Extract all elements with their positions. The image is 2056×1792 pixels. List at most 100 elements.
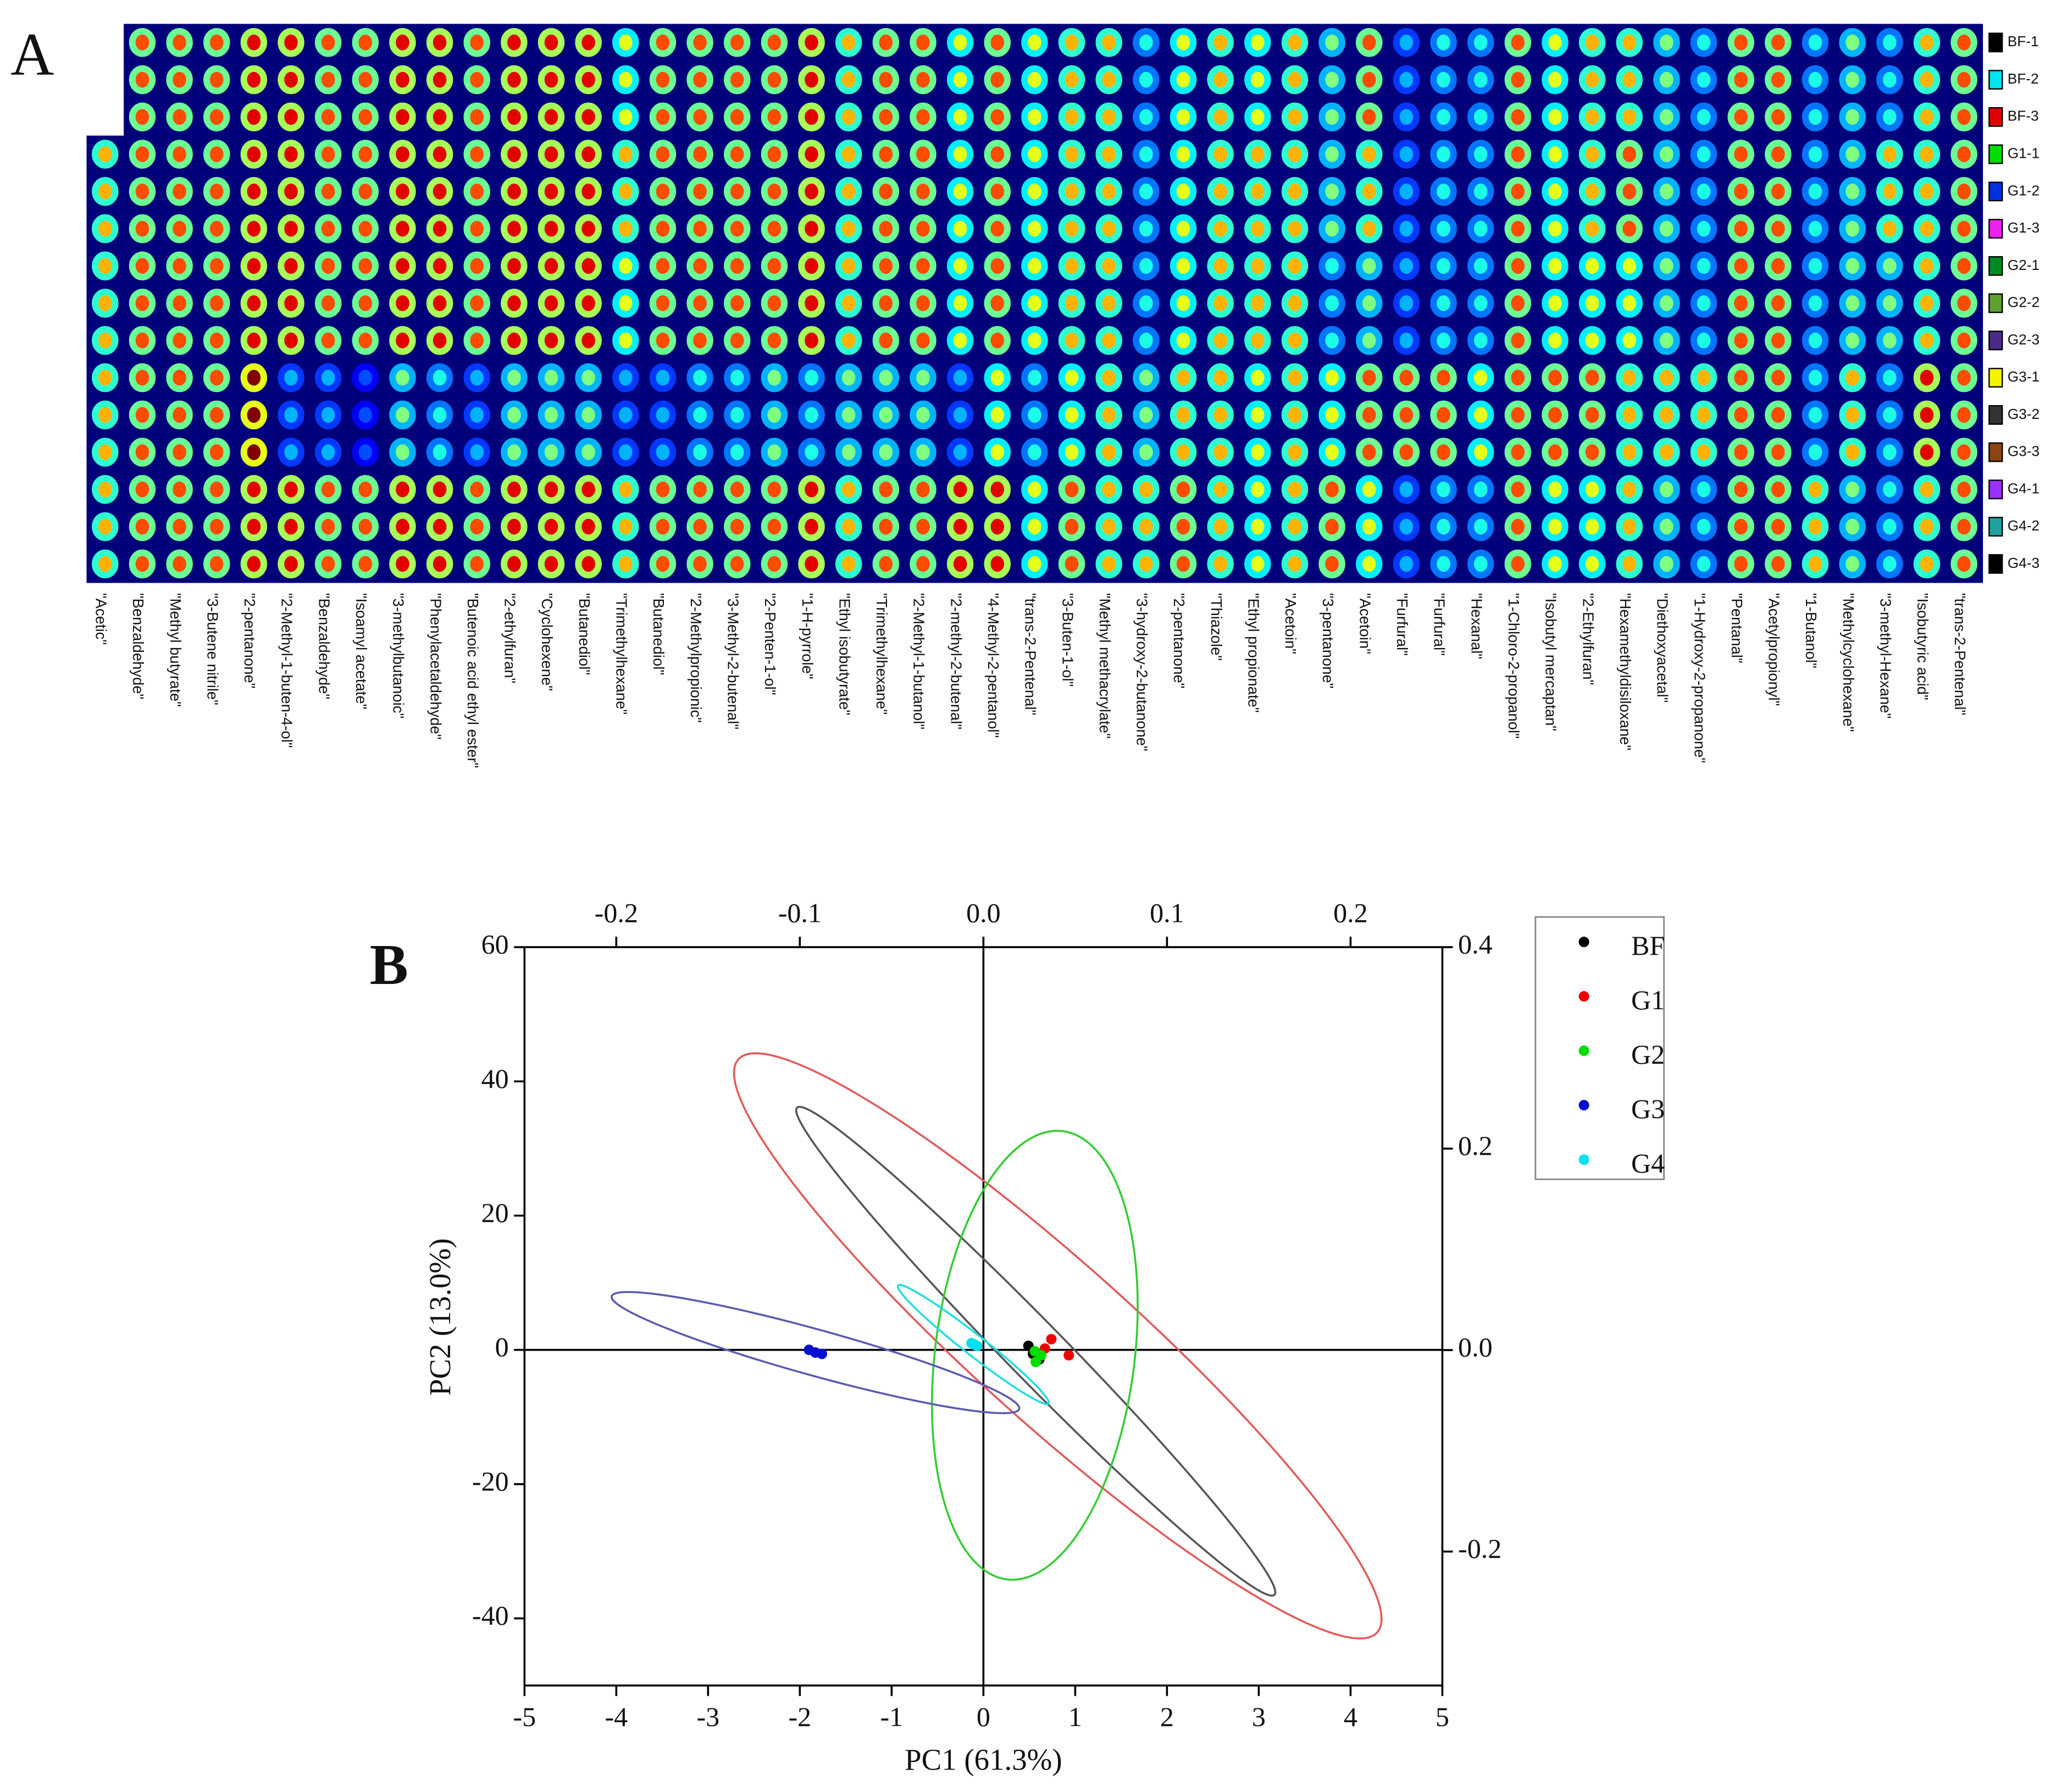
cell-blob — [426, 102, 453, 132]
cell-blob — [166, 65, 193, 95]
cell-blob — [129, 251, 156, 281]
cell-blob — [872, 28, 900, 57]
cell-blob — [1058, 438, 1085, 467]
legend-swatch — [1988, 368, 2003, 388]
cell-blob — [389, 177, 416, 206]
cell-blob — [612, 438, 639, 467]
legend-label: BF-3 — [2008, 108, 2039, 124]
cell-blob — [1690, 512, 1717, 541]
cell-blob — [166, 400, 193, 430]
cell-blob — [910, 28, 936, 57]
cell-blob — [203, 102, 230, 132]
cell-blob — [129, 214, 156, 244]
cell-blob — [872, 65, 900, 95]
cell-blob — [1690, 475, 1717, 504]
legend-box — [1534, 916, 1665, 1180]
legend-swatch — [1988, 293, 2003, 313]
confidence-ellipse — [611, 1291, 1021, 1414]
cell-blob — [1653, 549, 1680, 579]
cell-blob — [1950, 289, 1977, 318]
cell-blob — [129, 549, 156, 579]
cell-blob — [1690, 65, 1717, 95]
cell-blob — [1616, 28, 1643, 57]
x-tick-label: 4 — [1344, 1701, 1357, 1732]
legend-swatch — [1988, 442, 2003, 462]
cell-blob — [1281, 140, 1309, 169]
cell-blob — [203, 326, 230, 355]
cell-blob — [761, 65, 788, 95]
x-tick-label: "Isoamyl acetate" — [353, 593, 370, 710]
cell-blob — [1950, 214, 1977, 244]
cell-blob — [240, 214, 268, 244]
cell-blob — [1207, 251, 1234, 281]
cell-blob — [872, 475, 900, 504]
cell-blob — [1281, 326, 1309, 355]
cell-blob — [1095, 512, 1122, 541]
cell-blob — [501, 475, 528, 504]
cell-blob — [1356, 475, 1383, 504]
cell-blob — [1950, 438, 1977, 467]
x-tick-label: "Isobutyric acid" — [1914, 593, 1931, 700]
legend-swatch — [1988, 256, 2003, 276]
cell-blob — [872, 512, 900, 541]
cell-blob — [1058, 177, 1085, 206]
cell-blob — [910, 102, 936, 132]
cell-blob — [1765, 214, 1792, 244]
cell-blob — [1170, 289, 1197, 318]
cell-blob — [761, 326, 788, 355]
cell-blob — [1095, 65, 1122, 95]
cell-blob — [1950, 549, 1977, 579]
cell-blob — [798, 438, 825, 467]
cell-blob — [612, 400, 639, 430]
x-tick-label: "2-Ethylfuran" — [1580, 593, 1597, 685]
cell-blob — [1393, 140, 1420, 169]
cell-blob — [1021, 65, 1048, 95]
cell-blob — [1318, 65, 1345, 95]
cell-blob — [1393, 28, 1420, 57]
cell-blob — [1133, 289, 1160, 318]
cell-blob — [240, 549, 268, 579]
cell-blob — [1393, 214, 1420, 244]
cell-blob — [426, 140, 453, 169]
cell-blob — [1578, 475, 1606, 504]
cell-blob — [575, 102, 602, 132]
cell-blob — [1467, 214, 1494, 244]
cell-blob — [1133, 475, 1160, 504]
cell-blob — [946, 475, 974, 504]
cell-blob — [426, 289, 453, 318]
cell-blob — [537, 549, 565, 579]
cell-blob — [1542, 65, 1569, 95]
cell-blob — [240, 177, 268, 206]
cell-blob — [1356, 289, 1383, 318]
cell-blob — [649, 289, 677, 318]
cell-blob — [1207, 475, 1234, 504]
cell-blob — [426, 475, 453, 504]
confidence-ellipse — [930, 1130, 1139, 1581]
cell-blob — [612, 251, 639, 281]
cell-blob — [240, 326, 268, 355]
cell-blob — [203, 289, 230, 318]
cell-blob — [1913, 512, 1941, 541]
cell-blob — [1765, 549, 1792, 579]
cell-blob — [1095, 28, 1122, 57]
cell-blob — [835, 363, 862, 392]
cell-blob — [1504, 289, 1532, 318]
cell-blob — [463, 65, 490, 95]
cell-blob — [1021, 177, 1048, 206]
cell-blob — [1430, 289, 1457, 318]
cell-blob — [1133, 326, 1160, 355]
cell-blob — [463, 289, 490, 318]
cell-blob — [129, 512, 156, 541]
cell-blob — [501, 177, 528, 206]
cell-blob — [352, 102, 379, 132]
legend-label: BF-1 — [2008, 33, 2039, 49]
y2-tick-label: 0.2 — [1458, 1130, 1493, 1161]
cell-blob — [1690, 28, 1717, 57]
cell-blob — [1690, 289, 1717, 318]
cell-blob — [1318, 512, 1345, 541]
x-tick-label: "3-methylbutanoic" — [390, 593, 407, 718]
cell-blob — [537, 363, 565, 392]
cell-blob — [910, 251, 936, 281]
cell-blob — [537, 326, 565, 355]
cell-blob — [278, 289, 304, 318]
